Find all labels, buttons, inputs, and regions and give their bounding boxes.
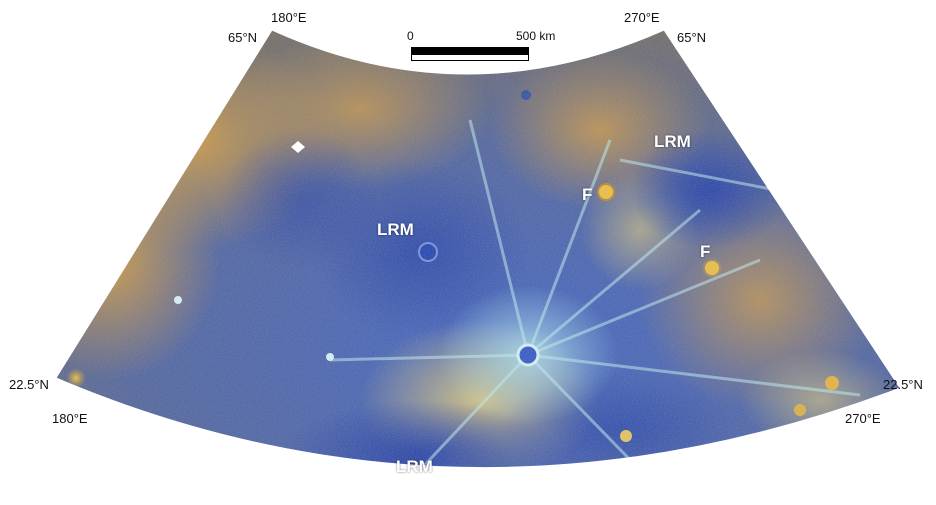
map-border — [55, 29, 901, 468]
f-label-east: F — [700, 242, 711, 261]
scale-bar — [411, 47, 529, 61]
lrm-label-south: LRM — [396, 457, 433, 476]
lat-label-top-left: 65°N — [228, 30, 258, 45]
lat-label-top-right: 65°N — [677, 30, 707, 45]
lon-label-top-right: 270°E — [624, 10, 660, 25]
diamond-marker-icon — [291, 141, 305, 153]
lon-label-bottom-left: 180°E — [52, 411, 88, 426]
lon-label-top-left: 180°E — [271, 10, 307, 25]
lrm-label-central: LRM — [377, 220, 414, 239]
lat-label-bottom-left: 22.5°N — [9, 377, 49, 392]
scale-end-label: 500 km — [516, 29, 556, 43]
lrm-label-northeast: LRM — [654, 132, 691, 151]
f-label-north: F — [582, 185, 593, 204]
lat-label-bottom-right: 22.5°N — [883, 377, 923, 392]
scale-start-label: 0 — [407, 29, 414, 43]
lon-label-bottom-right: 270°E — [845, 411, 881, 426]
